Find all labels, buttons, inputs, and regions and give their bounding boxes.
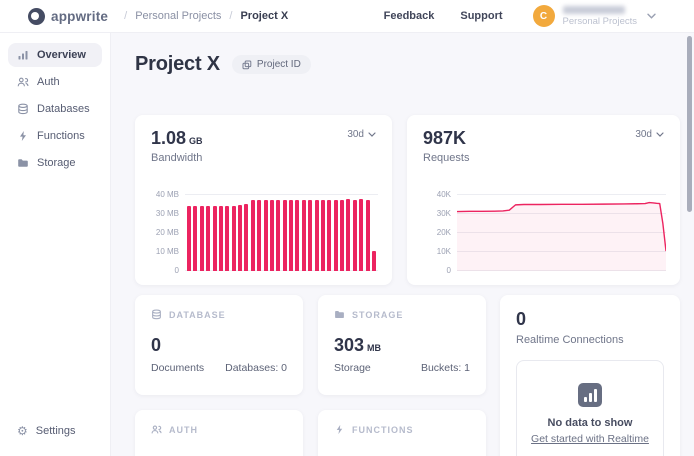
bandwidth-period-value: 30d	[347, 129, 364, 140]
realtime-connections-label: Realtime Connections	[516, 334, 624, 346]
appwrite-logo[interactable]: appwrite	[28, 7, 109, 25]
sidebar-item-label: Functions	[37, 130, 85, 142]
breadcrumb: / Personal Projects / Project X	[124, 10, 288, 22]
folder-icon	[335, 311, 344, 318]
sidebar: Overview Auth Databases Functions Storag…	[0, 33, 111, 456]
chart-placeholder-icon	[578, 383, 602, 407]
functions-card[interactable]: FUNCTIONS	[318, 410, 486, 456]
documents-label: Documents	[151, 362, 205, 374]
get-started-realtime-link[interactable]: Get started with Realtime	[531, 433, 649, 445]
sidebar-item-label: Databases	[37, 103, 90, 115]
bandwidth-card: 1.08 GB Bandwidth 30d 0 10 MB 20 MB 30 MB 40 …	[135, 115, 392, 285]
realtime-connections-count: 0	[516, 309, 527, 329]
breadcrumb-project-x[interactable]: Project X	[240, 10, 289, 22]
sidebar-item-storage[interactable]: Storage	[8, 151, 102, 175]
sidebar-item-label: Storage	[37, 157, 76, 169]
requests-label: Requests	[423, 152, 470, 164]
bandwidth-unit: GB	[189, 136, 203, 146]
chevron-down-icon	[368, 132, 376, 137]
bandwidth-period-dropdown[interactable]: 30d	[347, 129, 376, 140]
buckets-count: Buckets: 1	[420, 362, 470, 374]
storage-category-label: STORAGE	[352, 309, 404, 320]
breadcrumb-personal-projects[interactable]: Personal Projects	[135, 10, 222, 22]
documents-count: 0	[151, 335, 162, 355]
copy-icon	[242, 60, 252, 69]
functions-category-label: FUNCTIONS	[352, 424, 414, 435]
appwrite-logo-text: appwrite	[51, 8, 109, 24]
sidebar-item-auth[interactable]: Auth	[8, 70, 102, 94]
sidebar-item-functions[interactable]: Functions	[8, 124, 102, 148]
auth-category-label: AUTH	[169, 424, 198, 435]
support-button[interactable]: Support	[460, 10, 503, 22]
sidebar-item-label: Auth	[37, 76, 60, 88]
appwrite-logo-icon	[28, 7, 45, 25]
sidebar-item-label: Overview	[37, 49, 86, 61]
bar-chart-icon	[18, 51, 28, 60]
top-header: appwrite / Personal Projects / Project X…	[0, 0, 694, 33]
chevron-down-icon	[656, 132, 664, 137]
lightning-icon	[20, 131, 26, 141]
requests-period-dropdown[interactable]: 30d	[635, 129, 664, 140]
breadcrumb-separator: /	[229, 10, 233, 22]
realtime-card: 0 Realtime Connections No data to show G…	[500, 295, 680, 456]
gear-icon: ⚙	[17, 424, 28, 438]
account-subtitle: Personal Projects	[562, 15, 637, 27]
requests-line-chart	[457, 195, 666, 271]
database-icon	[152, 309, 161, 320]
requests-card: 987K Requests 30d 0 10K 20K 30K 40K	[407, 115, 680, 285]
chevron-down-icon	[647, 13, 656, 19]
sidebar-item-settings[interactable]: ⚙ Settings	[8, 419, 102, 443]
vertical-scrollbar-thumb[interactable]	[687, 36, 692, 212]
database-category-label: DATABASE	[169, 309, 226, 320]
breadcrumb-separator: /	[124, 10, 128, 22]
sidebar-item-overview[interactable]: Overview	[8, 43, 102, 67]
lightning-icon	[336, 424, 343, 435]
users-icon	[17, 77, 29, 87]
bandwidth-bars	[185, 195, 378, 271]
account-menu[interactable]: C Personal Projects	[532, 5, 656, 27]
storage-label: Storage	[334, 362, 371, 374]
requests-value: 987K	[423, 128, 467, 148]
bandwidth-value: 1.08	[151, 128, 187, 148]
users-icon	[151, 425, 162, 434]
project-id-badge[interactable]: Project ID	[231, 55, 311, 74]
auth-card[interactable]: AUTH	[135, 410, 303, 456]
requests-chart: 0 10K 20K 30K 40K	[423, 190, 666, 275]
storage-unit: MB	[367, 343, 382, 353]
bandwidth-chart: 0 10 MB 20 MB 30 MB 40 MB	[151, 190, 378, 275]
avatar: C	[532, 5, 555, 27]
databases-count: Databases: 0	[225, 362, 287, 374]
sidebar-item-databases[interactable]: Databases	[8, 97, 102, 121]
folder-icon	[18, 159, 28, 167]
project-id-badge-label: Project ID	[256, 59, 301, 70]
feedback-button[interactable]: Feedback	[383, 10, 435, 22]
realtime-empty-state: No data to show Get started with Realtim…	[516, 360, 664, 456]
sidebar-item-label: Settings	[35, 425, 76, 437]
requests-line	[457, 203, 666, 251]
requests-period-value: 30d	[635, 129, 652, 140]
storage-card[interactable]: STORAGE 303 MB Storage Buckets: 1	[318, 295, 486, 395]
no-data-text: No data to show	[547, 417, 633, 429]
database-card[interactable]: DATABASE 0 Documents Databases: 0	[135, 295, 303, 395]
database-icon	[18, 103, 28, 115]
storage-value: 303	[334, 335, 365, 355]
main-content: Project X Project ID 1.08 GB Bandwidth 30…	[111, 33, 694, 456]
account-name-blurred	[562, 5, 625, 14]
page-title: Project X	[135, 53, 220, 75]
requests-area	[457, 202, 666, 271]
bandwidth-label: Bandwidth	[151, 152, 203, 164]
